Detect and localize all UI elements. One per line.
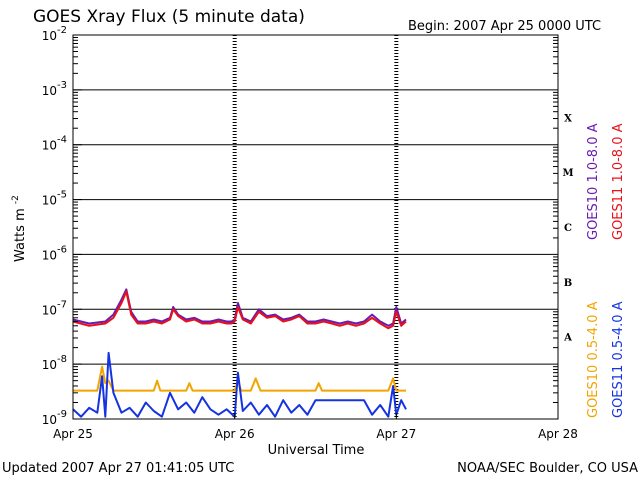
flare-class-label: C [564,223,572,234]
y-tick-exponent: -7 [57,299,67,310]
x-tick-label: Apr 26 [215,427,255,441]
series-line [73,365,406,392]
footer-updated: Updated 2007 Apr 27 01:41:05 UTC [2,461,234,476]
legend-entry: GOES11 0.5-4.0 A [611,301,626,418]
grid-layer [73,35,558,419]
flare-class-label: X [564,113,572,124]
x-tick-label: Apr 25 [53,427,93,441]
y-axis-label-main: Watts m [13,208,28,262]
y-tick-label: 10-4 [42,135,67,153]
series-line [72,351,407,418]
y-tick-exponent: -4 [57,135,67,146]
y-tick-label: 10-7 [42,299,67,317]
y-tick-base: 10 [42,84,57,98]
y-tick-label: 10-5 [42,190,67,208]
y-tick-exponent: -8 [57,354,67,365]
flare-class-labels: X M C B A [562,113,573,343]
series-line [72,288,407,327]
y-tick-exponent: -2 [57,25,67,36]
y-tick-exponent: -6 [57,244,67,255]
plot-frame [72,34,559,420]
flare-class-label: A [563,333,572,344]
y-tick-base: 10 [42,303,57,317]
y-tick-base: 10 [42,358,57,372]
y-tick-exponent: -5 [57,190,67,201]
y-tick-base: 10 [42,194,57,208]
y-axis-label-exponent: -2 [11,195,21,204]
footer-credit: NOAA/SEC Boulder, CO USA [457,461,638,476]
x-tick-label: Apr 28 [538,427,578,441]
series-line [72,290,407,330]
y-tick-base: 10 [42,413,57,427]
legend-entry: GOES10 0.5-4.0 A [586,301,601,418]
begin-label: Begin: 2007 Apr 25 0000 UTC [408,19,601,34]
y-tick-base: 10 [42,139,57,153]
y-tick-label: 10-3 [42,80,67,98]
y-tick-base: 10 [42,248,57,262]
y-tick-base: 10 [42,29,57,43]
y-tick-exponent: -9 [57,409,67,420]
y-tick-exponent: -3 [57,80,67,91]
series-layer [72,288,407,418]
y-tick-label: 10-2 [42,25,67,43]
legend-entry: GOES11 1.0-8.0 A [611,123,626,240]
y-tick-label: 10-8 [42,354,67,372]
chart-title: GOES Xray Flux (5 minute data) [33,7,305,27]
x-axis-label: Universal Time [268,443,365,458]
y-tick-label: 10-6 [42,244,67,262]
y-tick-label: 10-9 [42,409,67,427]
legend: GOES10 1.0-8.0 A GOES11 1.0-8.0 A GOES10 0… [586,123,626,418]
flare-class-label: M [562,168,573,179]
x-tick-label: Apr 27 [376,427,416,441]
y-axis-label: Watts m -2 [11,195,28,262]
flare-class-label: B [564,278,572,289]
legend-entry: GOES10 1.0-8.0 A [586,123,601,240]
